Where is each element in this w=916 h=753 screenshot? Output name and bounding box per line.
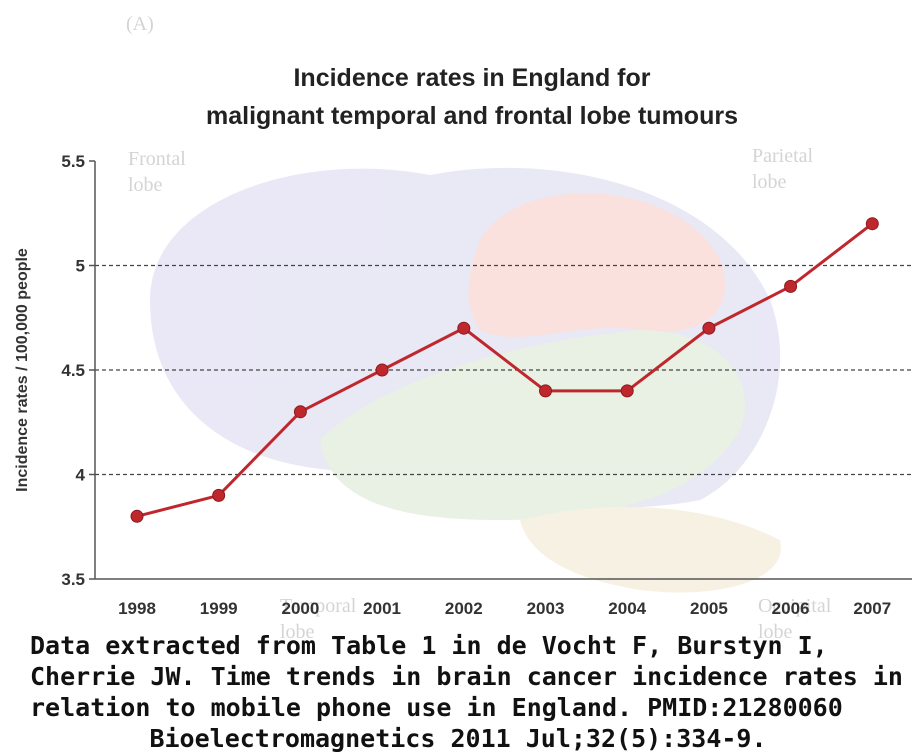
y-tick-label: 4.5 — [61, 361, 85, 380]
background-label: lobe — [128, 174, 163, 196]
chart-title: malignant temporal and frontal lobe tumo… — [206, 102, 738, 130]
y-tick-label: 3.5 — [61, 570, 85, 589]
background-label: Frontal — [128, 148, 186, 170]
x-tick-label: 2000 — [281, 599, 319, 618]
caption-line: Cherrie JW. Time trends in brain cancer … — [30, 662, 903, 691]
panel-label: (A) — [126, 13, 154, 35]
data-point — [784, 279, 798, 293]
data-point — [212, 488, 226, 502]
background-label: Parietal — [752, 145, 814, 167]
data-point — [865, 217, 879, 231]
y-tick-label: 4 — [76, 466, 86, 485]
data-point — [457, 321, 471, 335]
caption-line: Data extracted from Table 1 in de Vocht … — [30, 631, 828, 660]
x-tick-label: 1999 — [200, 599, 238, 618]
caption-line: relation to mobile phone use in England.… — [30, 693, 843, 722]
background-label: lobe — [752, 171, 787, 193]
data-point — [702, 321, 716, 335]
x-tick-label: 2001 — [363, 599, 401, 618]
background-label: lobe — [280, 621, 315, 643]
x-tick-label: 2004 — [608, 599, 646, 618]
background-label: lobe — [758, 621, 793, 643]
x-tick-label: 2002 — [445, 599, 483, 618]
y-tick-label: 5 — [76, 257, 85, 276]
y-tick-label: 5.5 — [61, 152, 85, 171]
data-point — [539, 384, 552, 398]
data-point — [130, 509, 144, 523]
x-tick-label: 2003 — [527, 599, 565, 618]
x-tick-label: 2005 — [690, 599, 728, 618]
caption-line: Bioelectromagnetics 2011 Jul;32(5):334-9… — [149, 724, 766, 753]
data-point — [375, 363, 389, 377]
x-tick-label: 1998 — [118, 599, 156, 618]
x-tick-label: 2006 — [772, 599, 810, 618]
y-axis-label: Incidence rates / 100,000 people — [14, 248, 31, 492]
data-point — [620, 384, 634, 398]
x-tick-label: 2007 — [853, 599, 891, 618]
background-label: Occipital — [758, 595, 832, 617]
background-label: Temporal — [280, 595, 357, 617]
chart-title: Incidence rates in England for — [293, 64, 650, 92]
data-line — [136, 222, 874, 518]
brain-illustration — [150, 167, 781, 593]
data-point — [293, 405, 307, 419]
